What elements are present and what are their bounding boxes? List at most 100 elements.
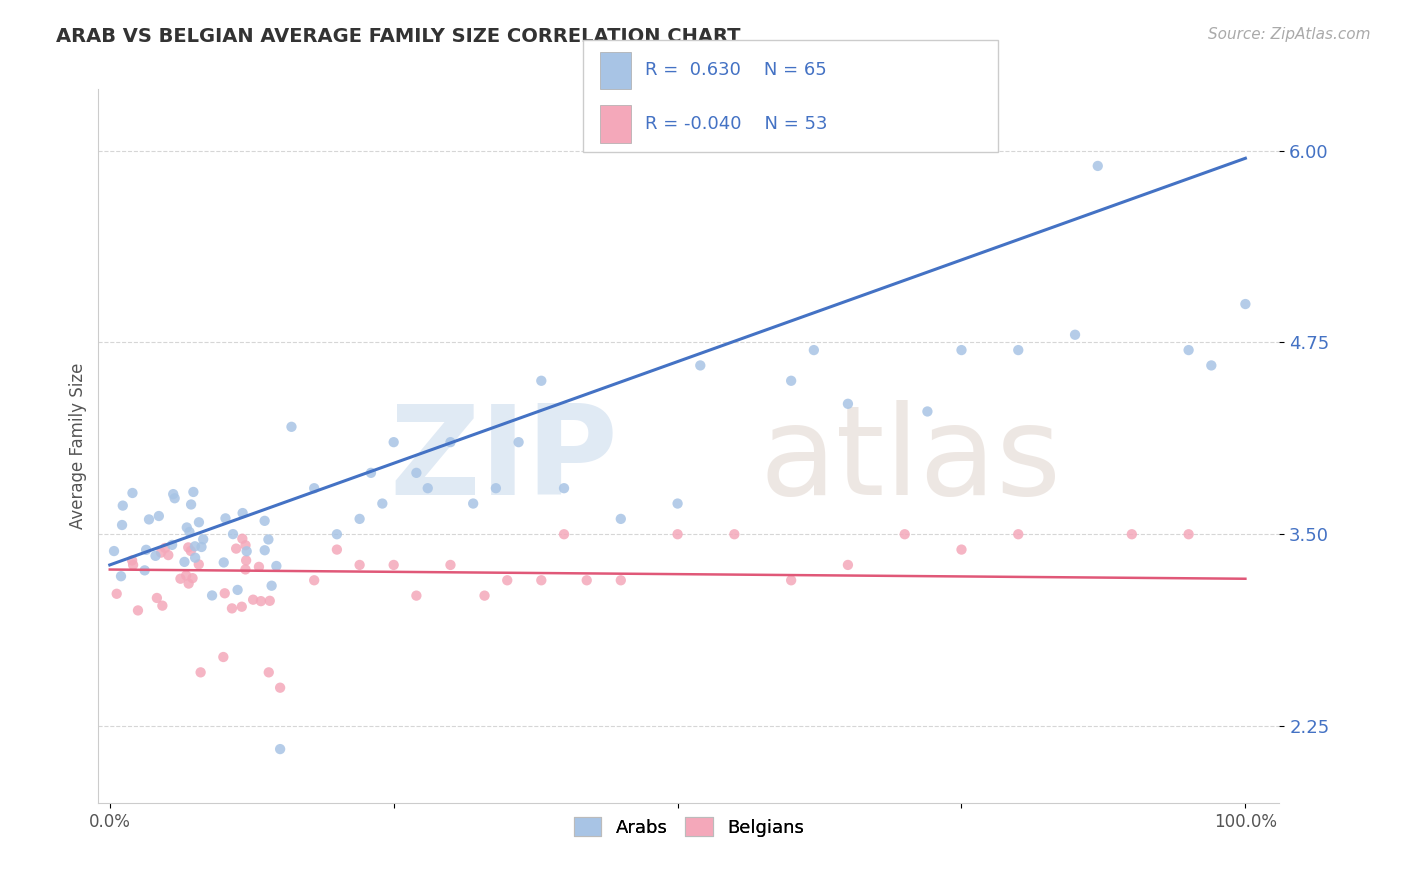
Point xyxy=(382,435,405,450)
Point xyxy=(666,497,689,511)
Text: atlas: atlas xyxy=(759,400,1062,521)
Point xyxy=(177,541,200,555)
Point xyxy=(235,553,257,567)
Legend: Arabs, Belgians: Arabs, Belgians xyxy=(567,810,811,844)
Point xyxy=(105,587,128,601)
Point xyxy=(153,541,176,555)
Point xyxy=(190,540,212,554)
Point xyxy=(439,558,461,572)
Point xyxy=(575,574,598,588)
Point xyxy=(266,558,288,573)
Point xyxy=(134,563,156,577)
Point xyxy=(780,374,803,388)
Point xyxy=(837,558,859,572)
Point xyxy=(173,555,195,569)
Point xyxy=(232,506,254,520)
Point xyxy=(235,544,257,558)
Point xyxy=(111,518,134,533)
Point xyxy=(187,558,209,572)
Point xyxy=(259,594,281,608)
Point xyxy=(180,544,202,558)
Point xyxy=(146,591,169,605)
Point xyxy=(214,586,236,600)
Point xyxy=(530,374,553,388)
Point xyxy=(253,514,276,528)
Point xyxy=(405,589,427,603)
Point xyxy=(201,589,224,603)
Point xyxy=(253,543,276,558)
Point xyxy=(803,343,825,357)
Point xyxy=(225,541,247,556)
Point xyxy=(689,359,711,373)
Point xyxy=(212,650,235,665)
Point xyxy=(135,542,157,557)
Point xyxy=(530,574,553,588)
Text: ZIP: ZIP xyxy=(389,400,619,521)
Point xyxy=(508,435,530,450)
Text: R = -0.040    N = 53: R = -0.040 N = 53 xyxy=(645,115,828,133)
Point xyxy=(184,550,207,565)
Point xyxy=(360,466,382,480)
Point xyxy=(127,603,149,617)
Point xyxy=(302,574,325,588)
Point xyxy=(250,594,273,608)
Point xyxy=(145,549,167,563)
Point xyxy=(326,542,349,557)
Point xyxy=(371,497,394,511)
Point xyxy=(176,520,198,534)
Y-axis label: Average Family Size: Average Family Size xyxy=(69,363,87,529)
Point xyxy=(382,558,405,572)
Point xyxy=(496,574,519,588)
Point xyxy=(269,742,291,756)
Point xyxy=(302,481,325,495)
Point xyxy=(226,582,249,597)
Text: ARAB VS BELGIAN AVERAGE FAMILY SIZE CORRELATION CHART: ARAB VS BELGIAN AVERAGE FAMILY SIZE CORR… xyxy=(56,27,741,45)
Text: Source: ZipAtlas.com: Source: ZipAtlas.com xyxy=(1208,27,1371,42)
Point xyxy=(169,572,191,586)
Point xyxy=(121,553,143,567)
Point xyxy=(174,568,197,582)
Point xyxy=(138,512,160,526)
Point xyxy=(187,515,209,529)
Point xyxy=(179,524,201,539)
Point xyxy=(1177,343,1199,357)
Point xyxy=(150,599,173,613)
Point xyxy=(103,544,125,558)
Point xyxy=(666,527,689,541)
Point xyxy=(257,665,280,680)
Point xyxy=(162,487,184,501)
Point xyxy=(180,498,202,512)
Point xyxy=(1177,527,1199,541)
Point xyxy=(1201,359,1223,373)
Point xyxy=(723,527,745,541)
Point xyxy=(269,681,291,695)
Point xyxy=(1064,327,1087,342)
Point xyxy=(247,559,270,574)
Point xyxy=(917,404,939,418)
Point xyxy=(280,419,302,434)
Point xyxy=(950,542,973,557)
Point xyxy=(181,571,204,585)
Point xyxy=(222,527,245,541)
Point xyxy=(780,574,803,588)
Point xyxy=(184,539,207,553)
Point xyxy=(837,397,859,411)
Point xyxy=(553,481,575,495)
Point xyxy=(1234,297,1257,311)
Point xyxy=(1087,159,1109,173)
Point xyxy=(163,491,186,506)
Point xyxy=(893,527,915,541)
Point xyxy=(121,486,143,500)
Text: R =  0.630    N = 65: R = 0.630 N = 65 xyxy=(645,62,827,79)
Point xyxy=(212,556,235,570)
Point xyxy=(214,511,236,525)
Point xyxy=(221,601,243,615)
Point xyxy=(1007,527,1029,541)
Point xyxy=(1007,343,1029,357)
Point xyxy=(157,548,180,562)
Point xyxy=(405,466,427,480)
Point xyxy=(111,499,134,513)
Point xyxy=(349,558,371,572)
Point xyxy=(1121,527,1143,541)
Point xyxy=(439,435,461,450)
